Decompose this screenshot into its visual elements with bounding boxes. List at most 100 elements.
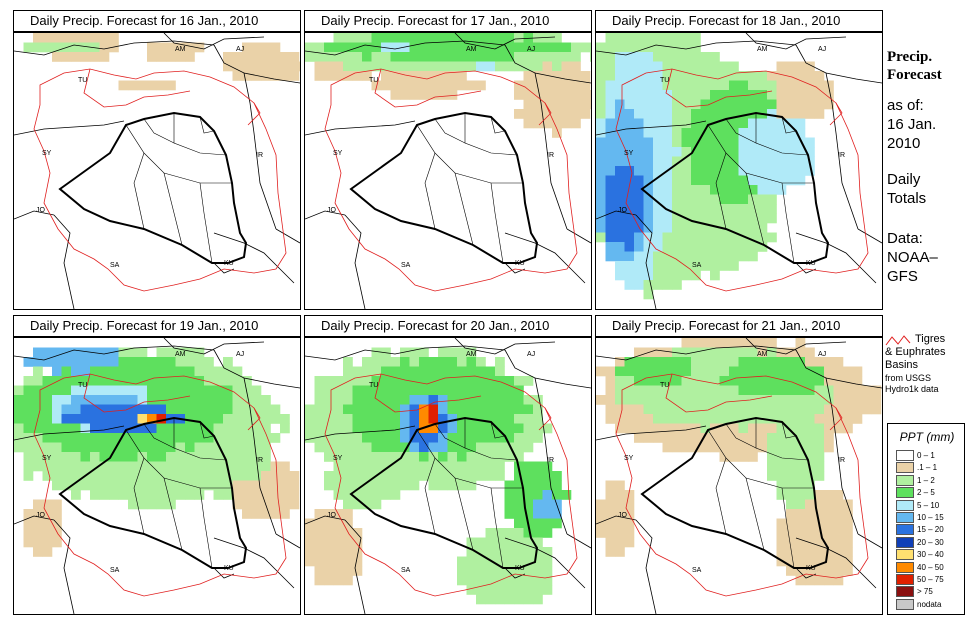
precip-cell	[166, 471, 176, 481]
precip-cell	[514, 499, 524, 510]
precip-cell	[795, 471, 806, 481]
precip-cell	[476, 357, 486, 367]
precip-cell	[748, 204, 758, 214]
precip-cell	[615, 166, 625, 176]
precip-cell	[662, 270, 673, 281]
precip-cell	[643, 366, 654, 377]
precip-cell	[596, 71, 606, 81]
precip-cell	[786, 528, 796, 538]
precip-cell	[795, 147, 806, 157]
precip-cell	[485, 414, 496, 424]
precip-cell	[672, 128, 682, 138]
precip-cell	[175, 452, 186, 462]
precip-cell	[33, 376, 43, 386]
precip-cell	[381, 71, 391, 81]
precip-cell	[624, 118, 635, 129]
precip-cell	[542, 509, 553, 519]
precip-cell	[805, 90, 815, 100]
precip-cell	[514, 80, 524, 91]
precip-cell	[476, 395, 486, 405]
precip-cell	[324, 480, 334, 491]
precip-cell	[795, 357, 806, 367]
precip-cell	[42, 518, 53, 529]
precip-cell	[223, 395, 233, 405]
precip-cell	[634, 61, 644, 72]
precip-cell	[514, 575, 524, 586]
precip-cell	[476, 42, 486, 53]
precip-cell	[71, 395, 81, 405]
precip-cell	[719, 109, 730, 119]
precip-cell	[314, 395, 325, 405]
precip-cell	[343, 42, 353, 53]
precip-cell	[333, 480, 344, 491]
precip-cell	[466, 366, 477, 377]
precip-cell	[596, 232, 606, 243]
precip-cell	[314, 376, 325, 386]
precip-cell	[270, 433, 281, 443]
precip-cell	[466, 585, 477, 595]
precip-cell	[99, 433, 110, 443]
precip-cell	[805, 166, 815, 176]
precip-cell	[786, 128, 796, 138]
precip-cell	[90, 385, 100, 396]
precip-cell	[605, 80, 616, 91]
precip-cell	[710, 242, 720, 252]
precip-cell	[305, 42, 315, 53]
precip-cell	[523, 404, 534, 415]
precip-cell	[738, 213, 749, 224]
precip-cell	[552, 518, 562, 529]
precip-cell	[280, 509, 290, 519]
precip-cell	[681, 42, 692, 53]
data-source-line3: GFS	[887, 268, 918, 285]
precip-cell	[52, 480, 62, 491]
precip-cell	[381, 442, 391, 453]
precip-cell	[23, 357, 34, 367]
precip-cell	[605, 376, 616, 386]
precip-cell	[137, 80, 148, 91]
precip-cell	[605, 156, 616, 167]
precip-cell	[590, 52, 591, 62]
precip-cell	[738, 147, 749, 157]
precip-cell	[533, 414, 543, 424]
precip-cell	[580, 80, 591, 91]
precip-cell	[729, 357, 739, 367]
precip-map: AM AJ TU SY IR JO SA KU	[595, 32, 883, 310]
precip-cell	[352, 490, 363, 500]
legend-swatch	[896, 586, 914, 598]
precip-cell	[605, 490, 616, 500]
precip-cell	[314, 42, 325, 53]
precip-cell	[457, 80, 467, 91]
precip-cell	[533, 471, 543, 481]
precip-cell	[757, 71, 768, 81]
country-label: TU	[78, 77, 87, 84]
precip-cell	[624, 109, 635, 119]
precip-cell	[605, 499, 616, 510]
precip-cell	[833, 528, 844, 538]
precip-cell	[533, 109, 543, 119]
precip-cell	[719, 395, 730, 405]
precip-cell	[457, 61, 467, 72]
precip-cell	[542, 118, 553, 129]
precip-cell	[333, 423, 344, 434]
precip-cell	[843, 509, 853, 519]
precip-cell	[681, 156, 692, 167]
precip-cell	[466, 52, 477, 62]
precip-cell	[514, 433, 524, 443]
precip-cell	[624, 61, 635, 72]
precip-cell	[109, 471, 119, 481]
precip-cell	[624, 528, 635, 538]
precip-cell	[533, 499, 543, 510]
precip-cell	[776, 452, 787, 462]
precip-cell	[33, 518, 43, 529]
precip-cell	[485, 537, 496, 548]
precip-cell	[653, 213, 663, 224]
precip-cell	[795, 414, 806, 424]
precip-cell	[605, 52, 616, 62]
precip-cell	[270, 42, 281, 53]
precip-cell	[400, 414, 410, 424]
precip-cell	[61, 442, 72, 453]
precip-cell	[99, 461, 110, 472]
precip-cell	[767, 461, 777, 472]
precip-cell	[634, 347, 644, 358]
country-border	[566, 533, 591, 549]
